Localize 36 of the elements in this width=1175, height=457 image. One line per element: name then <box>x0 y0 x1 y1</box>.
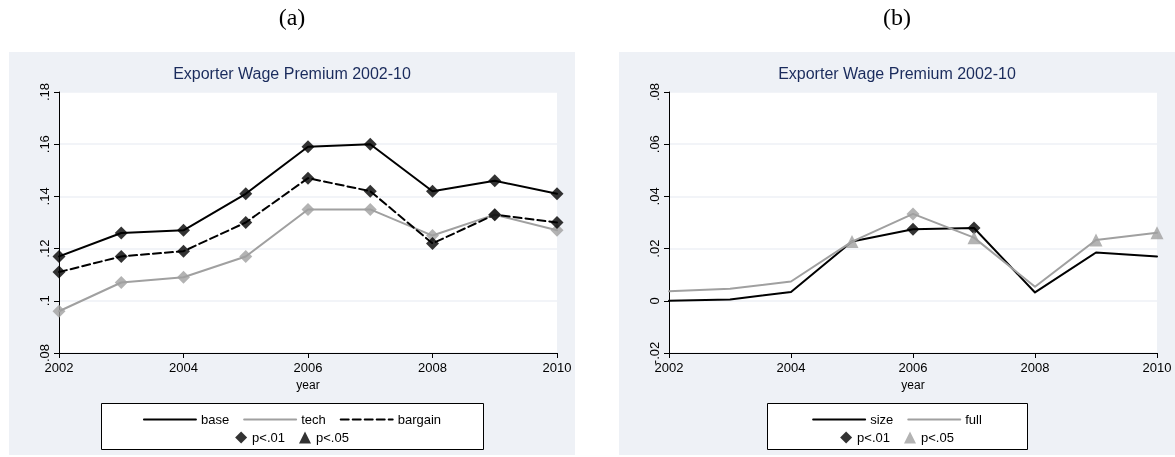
y-tick-label: .1 <box>37 295 52 307</box>
chart-title: (a) <box>277 4 307 31</box>
x-tick-label: 2004 <box>776 360 806 375</box>
legend-label: p<.01 <box>252 430 286 445</box>
x-tick-label: 2010 <box>1142 360 1172 375</box>
x-axis-title: year <box>296 377 320 392</box>
x-tick-label: 2002 <box>44 360 74 375</box>
x-tick-label: 2008 <box>418 360 447 375</box>
y-tick-label: .02 <box>647 239 662 258</box>
legend-label: size <box>870 412 894 427</box>
x-axis-title: year <box>901 377 925 392</box>
x-tick-label: 2002 <box>654 360 684 375</box>
legend-label: base <box>200 412 230 427</box>
y-tick-label: .16 <box>37 135 52 154</box>
y-tick-label: .04 <box>647 187 662 206</box>
y-tick-label: .08 <box>647 82 662 102</box>
chart-subtitle: Exporter Wage Premium 2002-10 <box>173 64 411 82</box>
x-tick-label: 2008 <box>1020 360 1050 375</box>
legend-label: p<.01 <box>857 430 891 445</box>
x-tick-label: 2006 <box>898 360 928 375</box>
legend-label: bargain <box>397 412 442 427</box>
legend-label: p<.05 <box>921 430 954 445</box>
y-tick-label: .12 <box>37 239 52 258</box>
y-tick-label: 0 <box>647 297 662 305</box>
x-tick-label: 2004 <box>169 360 198 375</box>
x-tick-label: 2010 <box>542 360 572 375</box>
legend-label: p<.05 <box>316 430 349 445</box>
chart-title: (b) <box>882 4 912 31</box>
y-tick-label: .06 <box>647 135 662 154</box>
y-tick-label: .18 <box>37 82 52 102</box>
y-tick-label: .08 <box>37 343 52 363</box>
legend-label: tech <box>301 412 326 427</box>
y-tick-label: .14 <box>37 187 52 206</box>
x-tick-label: 2006 <box>293 360 323 375</box>
legend-label: full <box>965 412 982 427</box>
chart-subtitle: Exporter Wage Premium 2002-10 <box>778 64 1016 82</box>
